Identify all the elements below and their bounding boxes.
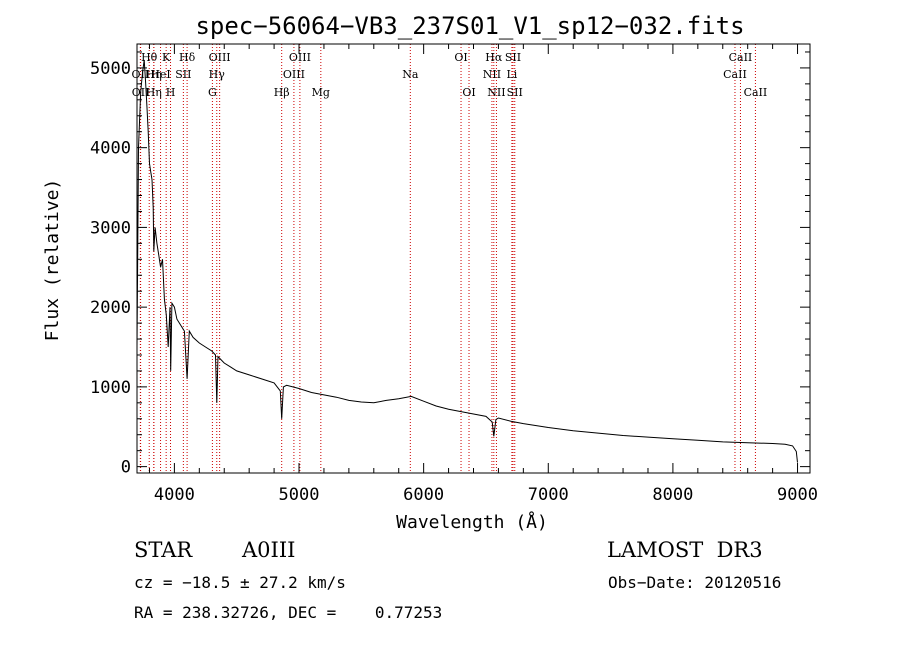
spectrum-line <box>136 59 798 463</box>
line-marker-label: CaII <box>729 51 753 64</box>
line-marker-label: Li <box>506 68 517 81</box>
line-marker-label: Na <box>402 68 419 81</box>
y-tick-label: 2000 <box>90 298 131 318</box>
line-marker-label: Hβ <box>274 86 290 99</box>
object-class: STAR <box>134 538 193 562</box>
line-id-markers <box>139 44 756 473</box>
y-tick-label: 4000 <box>90 139 131 159</box>
redshift-text: cz = −18.5 ± 27.2 km/s <box>134 573 346 592</box>
object-subclass: A0III <box>242 538 296 562</box>
y-tick-label: 3000 <box>90 218 131 238</box>
line-marker-label: OI <box>462 86 475 99</box>
line-marker-label: NII <box>487 86 505 99</box>
x-tick-label: 8000 <box>652 485 693 505</box>
y-tick-label: 1000 <box>90 378 131 398</box>
survey-label: LAMOST DR3 <box>607 538 763 562</box>
line-marker-label: Hη <box>146 68 162 81</box>
x-tick-label: 7000 <box>528 485 569 505</box>
chart-title: spec−56064−VB3_237S01_V1_sp12−032.fits <box>195 12 744 40</box>
line-marker-label: CaII <box>744 86 768 99</box>
line-marker-label: SII <box>507 86 523 99</box>
x-tick-label: 5000 <box>279 485 320 505</box>
y-axis: 0 1000 2000 3000 4000 5000 <box>90 51 810 478</box>
x-axis: 4000 5000 6000 7000 8000 9000 <box>148 44 818 505</box>
x-axis-label: Wavelength (Å) <box>396 511 548 533</box>
y-tick-label: 5000 <box>90 59 131 79</box>
line-marker-label: NII <box>483 68 501 81</box>
line-marker-label: G <box>208 86 217 99</box>
line-marker-label: Hη <box>146 86 162 99</box>
line-marker-label: Mg <box>312 86 330 99</box>
line-marker-label: K <box>162 51 171 64</box>
line-marker-label: CaII <box>723 68 747 81</box>
obs-date-text: Obs−Date: 20120516 <box>608 573 782 592</box>
line-marker-label: SII <box>175 68 191 81</box>
x-tick-label: 4000 <box>154 485 195 505</box>
coordinates-text: RA = 238.32726, DEC = 0.77253 <box>134 603 443 622</box>
line-marker-label: Hγ <box>209 68 226 81</box>
line-marker-label: OIII <box>209 51 231 64</box>
line-marker-label: Hα <box>485 51 503 64</box>
y-tick-label: 0 <box>121 458 131 478</box>
x-tick-label: 6000 <box>403 485 444 505</box>
line-marker-label: SII <box>505 51 521 64</box>
x-tick-label: 9000 <box>777 485 818 505</box>
y-axis-label: Flux (relative) <box>42 179 63 342</box>
plot-frame <box>136 43 811 474</box>
line-marker-label: OIII <box>283 68 305 81</box>
line-marker-label: Hθ <box>141 51 158 64</box>
line-marker-label: H <box>166 86 176 99</box>
line-marker-label: OIII <box>289 51 311 64</box>
line-marker-label: HeI <box>150 68 170 81</box>
line-marker-label: OI <box>454 51 467 64</box>
line-marker-label: Hδ <box>179 51 196 64</box>
